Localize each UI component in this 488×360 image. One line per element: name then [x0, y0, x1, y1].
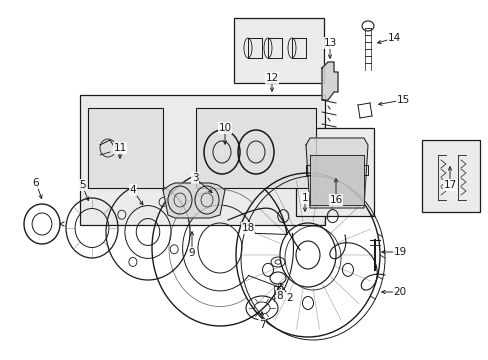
- Text: 2: 2: [286, 293, 293, 303]
- Text: 18: 18: [241, 223, 254, 233]
- Bar: [88, 108, 163, 188]
- Text: 5: 5: [79, 180, 85, 190]
- Text: 19: 19: [392, 247, 406, 257]
- Text: 8: 8: [276, 291, 283, 301]
- Bar: [295, 128, 373, 216]
- Text: 6: 6: [33, 178, 39, 188]
- Text: 20: 20: [393, 287, 406, 297]
- Text: 4: 4: [129, 185, 136, 195]
- Text: 13: 13: [323, 38, 336, 48]
- Polygon shape: [309, 155, 363, 205]
- Text: 10: 10: [218, 123, 231, 133]
- Bar: [234, 18, 324, 83]
- Text: 12: 12: [265, 73, 278, 83]
- Polygon shape: [163, 183, 224, 218]
- Polygon shape: [321, 62, 337, 100]
- Text: 15: 15: [396, 95, 409, 105]
- Text: 9: 9: [188, 248, 195, 258]
- Text: 17: 17: [443, 180, 456, 190]
- Polygon shape: [305, 138, 367, 208]
- Text: 1: 1: [301, 193, 307, 203]
- Text: 11: 11: [113, 143, 126, 153]
- Bar: [196, 108, 315, 188]
- Text: 3: 3: [191, 173, 198, 183]
- Bar: [421, 140, 479, 212]
- Text: 16: 16: [329, 195, 342, 205]
- Text: 7: 7: [258, 320, 265, 330]
- Text: 14: 14: [386, 33, 400, 43]
- Bar: [80, 95, 325, 225]
